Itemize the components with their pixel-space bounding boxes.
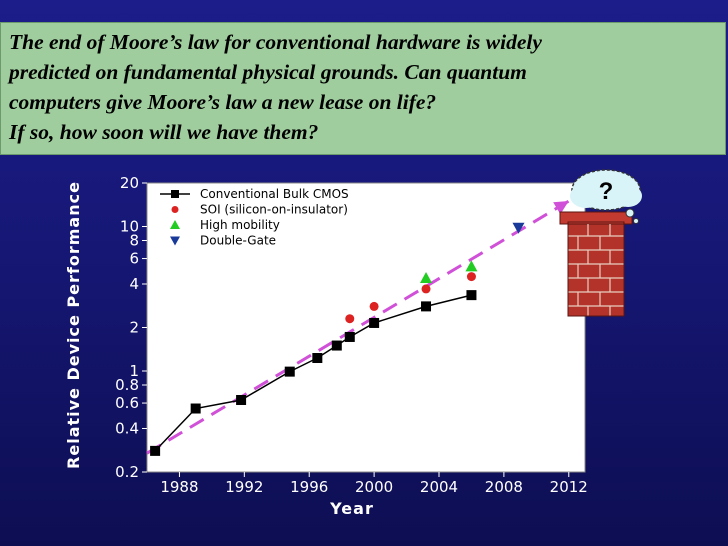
data-point — [284, 366, 295, 377]
y-tick-label: 10 — [120, 217, 139, 235]
legend: Conventional Bulk CMOS SOI (silicon-on-in… — [160, 187, 349, 248]
brick-chimney-icon — [559, 211, 633, 317]
x-tick-label: 2008 — [485, 478, 523, 496]
y-tick-label: 0.8 — [115, 376, 139, 394]
data-point — [421, 284, 431, 294]
data-point — [369, 317, 380, 328]
x-axis-label: Year — [329, 499, 374, 518]
title-banner: The end of Moore’s law for conventional … — [0, 22, 726, 155]
legend-marker — [170, 220, 180, 229]
y-tick-label: 0.6 — [115, 394, 139, 412]
x-tick-label: 2012 — [550, 478, 588, 496]
cloud-question-mark: ? — [599, 178, 614, 205]
title-line-4: If so, how soon will we have them? — [9, 120, 319, 144]
data-point — [420, 272, 433, 284]
data-point — [512, 222, 525, 234]
y-tick-label: 20 — [120, 174, 139, 192]
legend-label: Double-Gate — [200, 234, 276, 248]
title-line-2: predicted on fundamental physical ground… — [9, 60, 527, 84]
data-point — [190, 403, 201, 414]
trend-line — [146, 199, 570, 455]
data-point — [466, 272, 476, 282]
title-line-1: The end of Moore’s law for conventional … — [9, 30, 542, 54]
thought-cloud-icon: ? — [570, 169, 642, 224]
x-axis-ticks: 1988 1992 1996 2000 2004 2008 2012 — [160, 472, 588, 496]
data-point — [150, 445, 161, 456]
y-tick-label: 0.4 — [115, 420, 139, 438]
y-axis-label: Relative Device Performance — [64, 181, 83, 469]
legend-label: Conventional Bulk CMOS — [200, 187, 349, 201]
series-layer — [146, 199, 570, 456]
y-tick-label: 8 — [129, 232, 139, 250]
x-tick-label: 2000 — [355, 478, 393, 496]
y-tick-label: 2 — [129, 319, 139, 337]
legend-marker — [170, 236, 180, 246]
data-point — [344, 331, 355, 342]
data-point — [421, 301, 432, 312]
data-point — [312, 353, 323, 364]
title-line-3: computers give Moore’s law a new lease o… — [9, 90, 437, 114]
data-point — [465, 260, 478, 272]
y-tick-label: 6 — [129, 250, 139, 268]
x-tick-label: 2004 — [420, 478, 458, 496]
series-line — [154, 294, 472, 452]
x-tick-label: 1996 — [290, 478, 328, 496]
x-tick-label: 1988 — [160, 478, 198, 496]
data-point — [331, 340, 342, 351]
y-tick-label: 0.2 — [115, 463, 139, 481]
legend-label: High mobility — [200, 218, 280, 232]
trend-arrowhead — [553, 201, 569, 215]
data-point — [369, 301, 379, 311]
data-point — [236, 394, 247, 405]
y-tick-label: 4 — [129, 275, 139, 293]
x-tick-label: 1992 — [225, 478, 263, 496]
legend-marker — [171, 206, 179, 213]
y-tick-label: 1 — [129, 362, 139, 380]
data-point — [345, 314, 355, 324]
data-point — [466, 290, 477, 301]
legend-marker — [171, 190, 179, 198]
legend-label: SOI (silicon-on-insulator) — [200, 203, 348, 217]
